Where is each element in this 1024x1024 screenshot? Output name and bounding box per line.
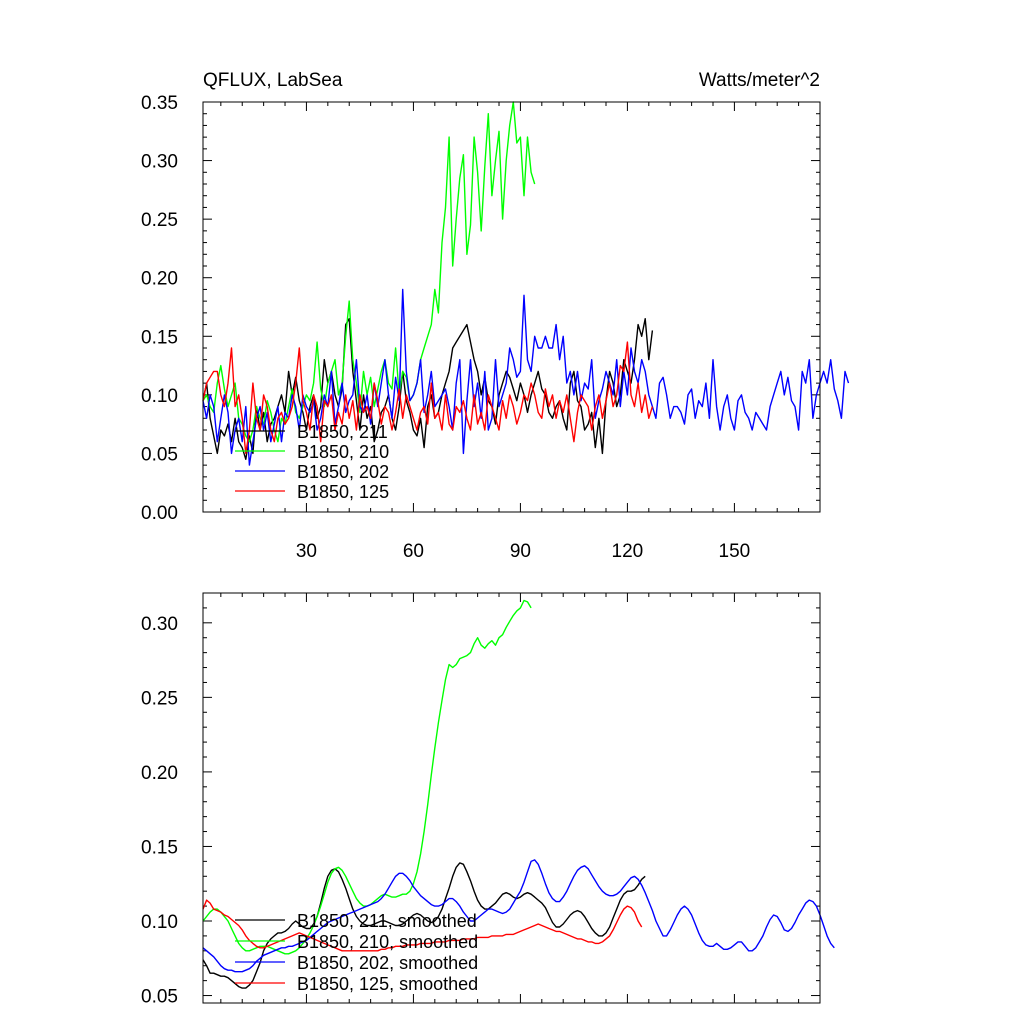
bottom-legend-label-0: B1850, 211, smoothed: [297, 911, 477, 931]
bottom-series-line-3: [202, 899, 643, 952]
bottom-y-tick-labels: 0.05 0.10 0.15 0.20 0.25 0.30: [141, 614, 178, 1008]
top-chart-title: QFLUX, LabSea: [203, 70, 343, 91]
bottom-ytick-label: 0.10: [141, 912, 178, 933]
top-ytick-label: 0.05: [141, 444, 178, 465]
top-ytick-label: 0.15: [141, 327, 178, 348]
top-legend-label-1: B1850, 210: [297, 442, 389, 462]
top-legend-label-3: B1850, 125: [297, 482, 389, 502]
top-y-tick-labels: 0.00 0.05 0.10 0.15 0.20 0.25 0.30 0.35: [141, 93, 178, 524]
bottom-ytick-label: 0.20: [141, 763, 178, 784]
top-legend-label-2: B1850, 202: [297, 462, 389, 482]
bottom-legend-label-3: B1850, 125, smoothed: [297, 974, 478, 994]
top-ytick-label: 0.10: [141, 386, 178, 407]
bottom-legend: B1850, 211, smoothed B1850, 210, smoothe…: [235, 911, 478, 994]
top-ytick-label: 0.20: [141, 269, 178, 290]
bottom-series-line-2: [202, 859, 835, 973]
bottom-ytick-label: 0.15: [141, 837, 178, 858]
top-ytick-label: 0.00: [141, 503, 178, 524]
bottom-panel: 0.05 0.10 0.15 0.20 0.25 0.30 B1850, 211, smo…: [141, 592, 835, 1008]
top-panel: QFLUX, LabSea Watts/meter^2 0.00 0.05 0.10…: [141, 70, 850, 562]
bottom-ytick-label: 0.30: [141, 614, 178, 635]
bottom-legend-label-2: B1850, 202, smoothed: [297, 953, 478, 973]
bottom-ytick-label: 0.05: [141, 987, 178, 1008]
top-xtick-label: 60: [403, 541, 424, 562]
top-series-group: [202, 101, 850, 466]
top-ytick-label: 0.30: [141, 152, 178, 173]
top-series-line-3: [202, 341, 654, 455]
top-xtick-label: 150: [719, 541, 751, 562]
top-legend: B1850, 211 B1850, 210 B1850, 202 B1850, …: [235, 422, 389, 502]
top-xtick-label: 90: [510, 541, 531, 562]
bottom-series-line-0: [202, 862, 646, 989]
top-ytick-label: 0.25: [141, 210, 178, 231]
bottom-series-group: [202, 599, 835, 989]
top-plot-frame: [202, 101, 821, 513]
top-series-line-2: [202, 288, 850, 466]
top-chart-units: Watts/meter^2: [699, 70, 820, 91]
top-xtick-label: 30: [296, 541, 317, 562]
bottom-ytick-label: 0.25: [141, 688, 178, 709]
bottom-plot-frame: [202, 592, 821, 1004]
bottom-legend-label-1: B1850, 210, smoothed: [297, 932, 478, 952]
top-x-tick-labels: 30 60 90 120 150: [296, 541, 750, 562]
top-axis-ticks: [203, 101, 821, 513]
top-ytick-label: 0.35: [141, 93, 178, 114]
bottom-axis-ticks: [203, 592, 821, 1003]
bottom-series-line-1: [202, 599, 532, 955]
top-xtick-label: 120: [612, 541, 644, 562]
top-legend-label-0: B1850, 211: [297, 422, 388, 442]
